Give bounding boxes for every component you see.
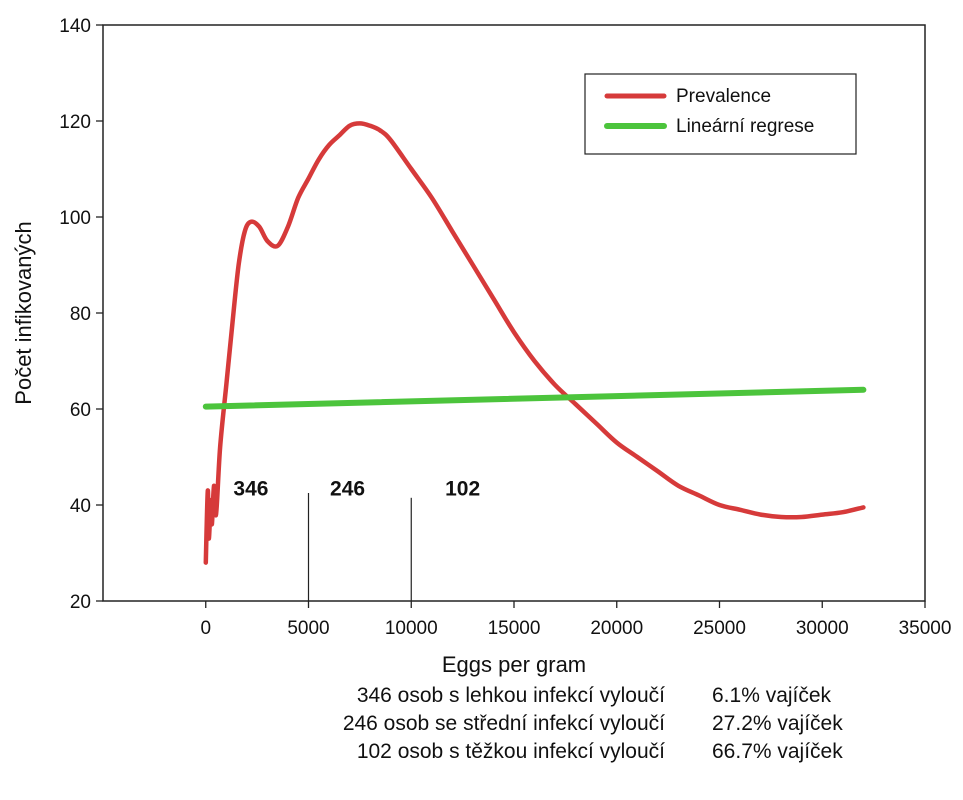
y-axis-ticks: 20 40 60 80 100 120 140: [59, 16, 103, 613]
prevalence-chart: 0 5000 10000 15000 20000 25000 30000 35000 20 40…: [11, 16, 951, 677]
series-line-prevalence: [203, 121, 866, 565]
x-tick-label: 10000: [385, 618, 438, 639]
y-tick-label: 40: [70, 496, 91, 517]
y-tick-label: 60: [70, 400, 91, 421]
y-axis-title: Počet infikovaných: [11, 221, 36, 404]
legend-label-linear-regression: Lineární regrese: [676, 116, 814, 137]
summary-row-light: 346 osob s lehkou infekcí vyloučí 6.1% v…: [0, 682, 963, 710]
legend: Prevalence Lineární regrese: [584, 73, 857, 155]
y-tick-label: 140: [59, 16, 91, 37]
x-axis-title: Eggs per gram: [442, 652, 586, 677]
x-tick-label: 15000: [488, 618, 541, 639]
group-divider-lines: [307, 493, 412, 601]
summary-table: 346 osob s lehkou infekcí vyloučí 6.1% v…: [0, 682, 963, 766]
x-tick-label: 35000: [899, 618, 952, 639]
group-labels: 346 246 102: [233, 477, 480, 500]
legend-label-prevalence: Prevalence: [676, 86, 771, 107]
y-tick-label: 20: [70, 592, 91, 613]
summary-pct: 27.2% vajíček: [712, 712, 843, 735]
x-tick-label: 20000: [590, 618, 643, 639]
x-tick-label: 25000: [693, 618, 746, 639]
series-layer: [202, 121, 867, 565]
group-count-label: 246: [330, 477, 365, 500]
legend-box: [584, 73, 857, 155]
y-tick-label: 100: [59, 208, 91, 229]
summary-row-heavy: 102 osob s těžkou infekcí vyloučí 66.7% …: [0, 738, 963, 766]
y-tick-label: 80: [70, 304, 91, 325]
series-line-linear-regression: [202, 386, 867, 410]
summary-desc: 346 osob s lehkou infekcí vyloučí: [356, 684, 665, 707]
x-tick-label: 30000: [796, 618, 849, 639]
group-count-label: 102: [445, 477, 480, 500]
x-tick-label: 5000: [287, 618, 329, 639]
summary-desc: 102 osob s těžkou infekcí vyloučí: [356, 740, 665, 763]
y-tick-label: 120: [59, 112, 91, 133]
x-tick-label: 0: [200, 618, 211, 639]
x-axis-ticks: 0 5000 10000 15000 20000 25000 30000 35000: [200, 601, 951, 639]
summary-desc: 246 osob se střední infekcí vyloučí: [342, 712, 665, 735]
summary-pct: 66.7% vajíček: [712, 740, 843, 763]
summary-row-medium: 246 osob se střední infekcí vyloučí 27.2…: [0, 710, 963, 738]
summary-pct: 6.1% vajíček: [712, 684, 832, 707]
group-count-label: 346: [233, 477, 268, 500]
